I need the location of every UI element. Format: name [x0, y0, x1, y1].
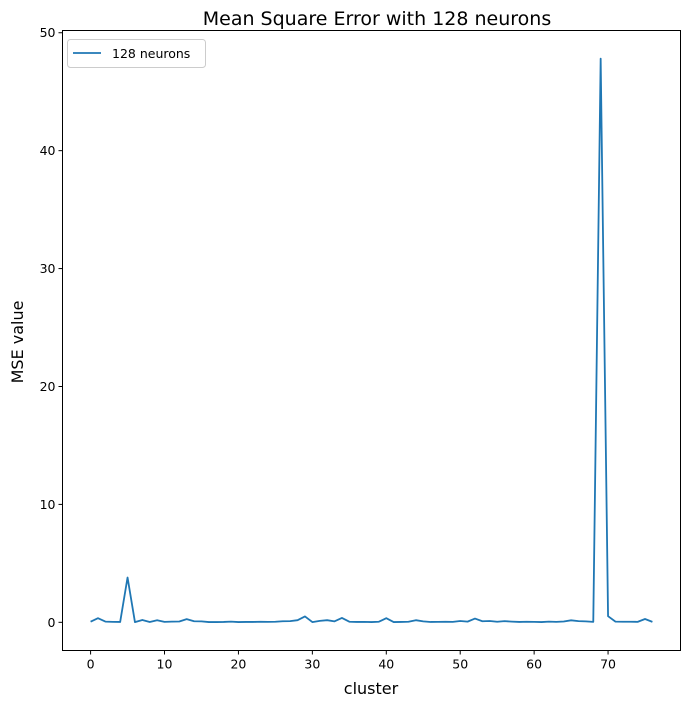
x-tick-label: 20 [230, 657, 246, 672]
legend: 128 neurons [67, 39, 206, 68]
chart-title: Mean Square Error with 128 neurons [203, 8, 551, 30]
y-axis: 0 10 20 30 40 50 [40, 25, 63, 630]
x-tick-label: 10 [157, 657, 173, 672]
y-tick-label: 20 [40, 379, 56, 394]
series-layer [90, 57, 653, 623]
y-tick-label: 50 [40, 25, 56, 40]
legend-box [67, 39, 206, 68]
x-tick-label: 0 [87, 657, 95, 672]
legend-label-128-neurons: 128 neurons [112, 46, 190, 61]
x-axis-label: cluster [344, 679, 399, 698]
y-tick-label: 40 [40, 143, 56, 158]
x-tick-label: 70 [600, 657, 616, 672]
series-line [90, 57, 653, 623]
x-tick-label: 50 [452, 657, 468, 672]
y-tick-label: 0 [48, 615, 56, 630]
x-axis: 0 10 20 30 40 50 60 70 [87, 650, 616, 672]
x-tick-label: 30 [304, 657, 320, 672]
y-axis-label: MSE value [8, 301, 27, 384]
x-tick-label: 40 [378, 657, 394, 672]
plot-area [62, 30, 681, 651]
y-tick-label: 30 [40, 261, 56, 276]
x-tick-label: 60 [526, 657, 542, 672]
y-tick-label: 10 [40, 497, 56, 512]
